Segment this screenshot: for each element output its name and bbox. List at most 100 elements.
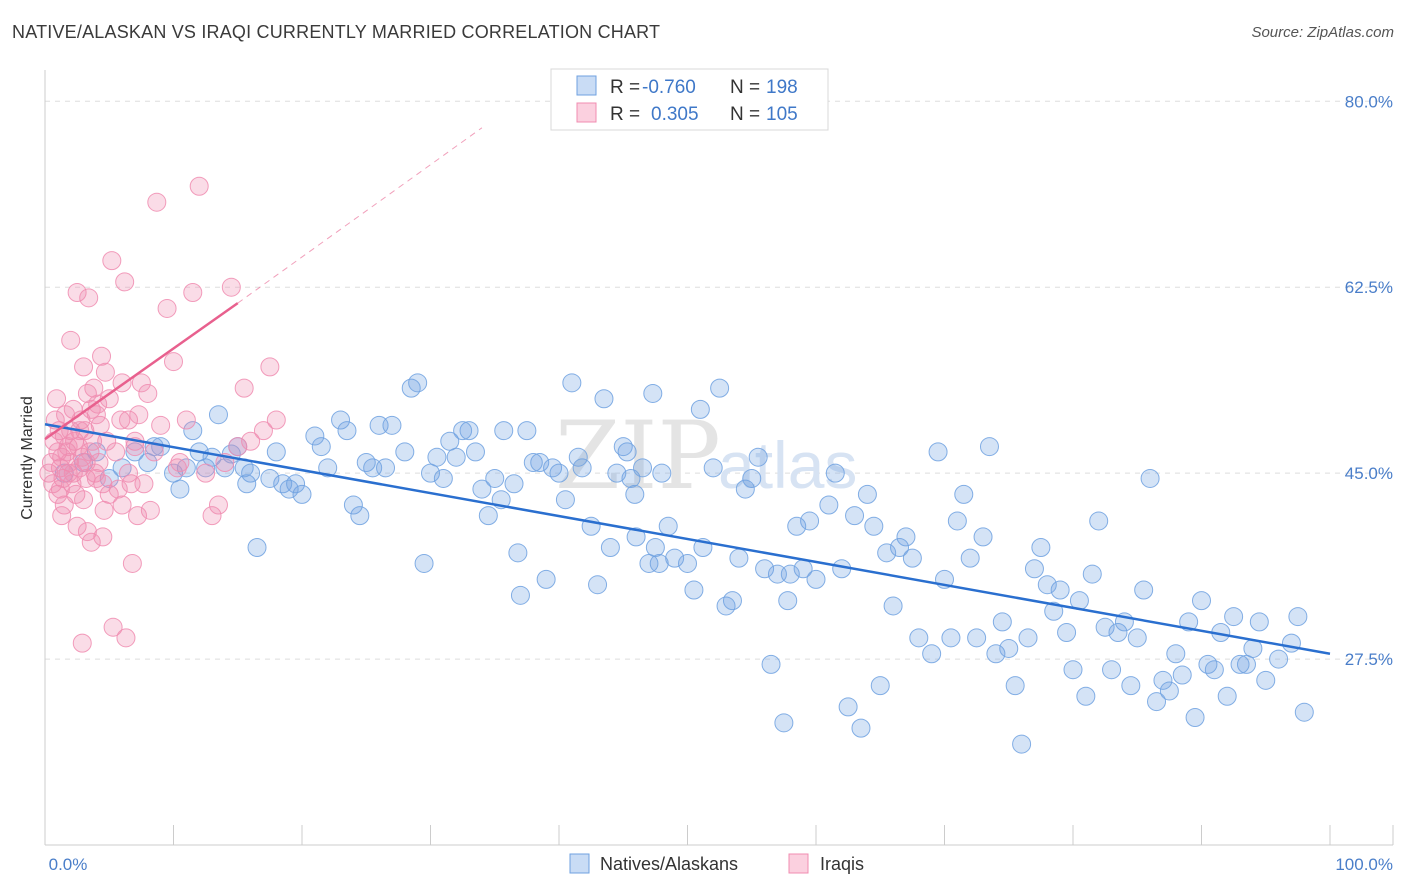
native-point-145 xyxy=(1037,575,1057,595)
y-tick-label-1: 62.5% xyxy=(1345,278,1393,297)
native-point-61 xyxy=(510,585,530,605)
trend-line-iraqis-extension xyxy=(237,127,483,304)
native-point-70 xyxy=(568,447,588,467)
y-axis-label: Currently Married xyxy=(19,396,36,520)
iraqi-point-44 xyxy=(90,415,110,435)
native-point-75 xyxy=(600,538,620,557)
native-point-66 xyxy=(543,458,563,478)
y-tick-label-2: 45.0% xyxy=(1345,464,1393,483)
native-point-132 xyxy=(954,484,974,504)
iraqi-point-39 xyxy=(84,378,104,398)
iraqi-point-77 xyxy=(176,410,196,430)
iraqi-point-30 xyxy=(74,357,94,377)
native-point-135 xyxy=(973,527,993,547)
native-point-58 xyxy=(494,421,514,441)
y-tick-label-0: 80.0% xyxy=(1345,92,1393,111)
native-point-155 xyxy=(1102,660,1122,680)
y-tick-labels: 80.0% 62.5% 45.0% 27.5% xyxy=(1345,92,1393,669)
legend-n-natives: 198 xyxy=(766,77,798,98)
native-point-137 xyxy=(986,644,1006,664)
native-point-166 xyxy=(1172,665,1192,685)
native-point-180 xyxy=(1269,649,1289,669)
native-point-84 xyxy=(643,383,663,403)
native-point-40 xyxy=(376,458,396,478)
iraqi-point-55 xyxy=(111,410,131,430)
native-point-168 xyxy=(1185,708,1205,727)
native-point-28 xyxy=(286,474,306,494)
iraqi-point-72 xyxy=(151,415,171,435)
iraqi-point-66 xyxy=(131,373,151,393)
native-point-133 xyxy=(960,548,980,568)
iraqi-point-80 xyxy=(196,463,216,483)
iraqi-point-53 xyxy=(106,442,126,462)
native-point-37 xyxy=(356,453,376,472)
native-point-125 xyxy=(902,548,922,568)
iraqi-point-59 xyxy=(116,628,136,648)
iraqi-point-56 xyxy=(112,495,132,515)
native-point-54 xyxy=(472,479,492,499)
iraqi-point-85 xyxy=(228,437,248,457)
native-point-183 xyxy=(1294,702,1314,722)
native-point-165 xyxy=(1166,644,1186,664)
native-point-78 xyxy=(617,442,637,462)
legend-swatch-natives xyxy=(576,75,597,96)
native-point-48 xyxy=(433,468,453,488)
trend-line-natives xyxy=(44,423,1331,655)
native-point-143 xyxy=(1024,559,1044,579)
iraqi-point-97 xyxy=(86,468,106,488)
iraqi-point-65 xyxy=(129,405,149,425)
iraqi-point-45 xyxy=(92,346,112,366)
iraqi-point-92 xyxy=(58,437,78,457)
native-point-76 xyxy=(607,463,627,483)
iraqi-point-47 xyxy=(94,500,114,520)
watermark-atlas: atlas xyxy=(718,428,857,502)
native-point-107 xyxy=(780,564,800,584)
native-point-154 xyxy=(1095,617,1115,637)
native-point-85 xyxy=(645,538,665,557)
iraqi-point-19 xyxy=(61,330,81,350)
native-point-42 xyxy=(395,442,415,462)
native-point-34 xyxy=(337,421,357,441)
native-point-101 xyxy=(748,447,768,467)
native-point-108 xyxy=(787,516,807,536)
iraqi-point-79 xyxy=(189,176,209,196)
native-point-144 xyxy=(1031,538,1051,557)
native-point-169 xyxy=(1192,591,1211,611)
native-point-176 xyxy=(1236,654,1256,674)
native-point-36 xyxy=(350,506,370,526)
legend-box xyxy=(550,68,829,131)
iraqi-point-41 xyxy=(86,405,106,425)
native-point-55 xyxy=(478,506,498,526)
native-point-182 xyxy=(1288,607,1308,627)
native-point-68 xyxy=(555,490,575,510)
native-point-161 xyxy=(1140,468,1160,488)
iraqi-point-73 xyxy=(157,298,177,318)
iraqi-point-93 xyxy=(63,463,83,483)
iraqi-point-89 xyxy=(266,410,286,430)
native-point-142 xyxy=(1018,628,1038,648)
iraqi-point-87 xyxy=(241,431,261,451)
native-point-47 xyxy=(427,447,447,467)
source-label: Source: ZipAtlas.com xyxy=(1251,24,1394,41)
native-point-123 xyxy=(890,538,910,557)
native-point-65 xyxy=(536,569,556,589)
native-point-153 xyxy=(1089,511,1109,531)
native-point-5 xyxy=(125,442,145,462)
legend-n-label-iraqis: N = xyxy=(730,104,760,125)
native-point-175 xyxy=(1230,654,1250,674)
native-point-80 xyxy=(625,484,645,504)
native-point-95 xyxy=(710,378,730,398)
native-point-41 xyxy=(382,415,402,435)
iraqi-point-31 xyxy=(74,490,94,510)
iraqi-point-52 xyxy=(103,617,123,637)
bottom-legend-natives: Natives/Alaskans xyxy=(600,854,738,874)
x-tick-label-1: 100.0% xyxy=(1335,855,1393,874)
native-point-32 xyxy=(318,458,338,478)
iraqi-point-78 xyxy=(183,283,203,302)
trend-lines xyxy=(44,127,1331,655)
native-point-130 xyxy=(941,628,961,648)
iraqi-point-62 xyxy=(122,553,142,573)
native-point-62 xyxy=(517,421,537,441)
iraqi-point-99 xyxy=(99,484,119,504)
native-point-74 xyxy=(594,389,614,409)
